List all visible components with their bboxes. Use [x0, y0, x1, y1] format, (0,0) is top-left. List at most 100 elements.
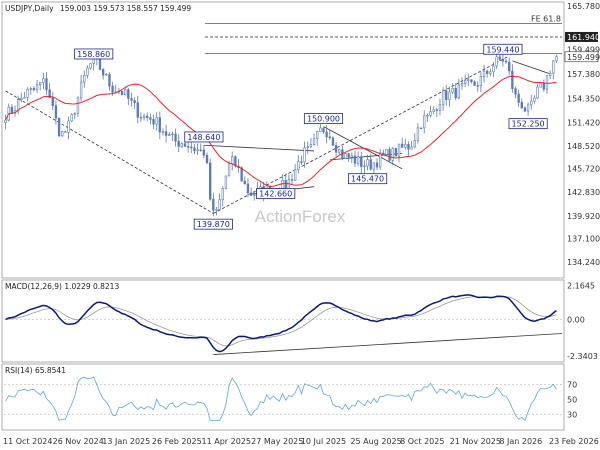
- rsi-panel-frame: [1, 363, 565, 431]
- date-tick: 27 May 2025: [251, 437, 303, 446]
- price-annotation: 148.640: [184, 131, 224, 143]
- candle: [32, 86, 36, 92]
- candle: [363, 160, 366, 174]
- candle: [29, 86, 32, 95]
- rsi-tick: 70: [567, 381, 577, 390]
- candle: [369, 153, 372, 171]
- candle: [297, 154, 300, 174]
- candle: [435, 107, 438, 118]
- candle: [429, 105, 432, 118]
- candle: [492, 62, 495, 78]
- candle: [523, 106, 527, 112]
- annotation-label: 142.660: [259, 190, 292, 199]
- candle: [360, 152, 363, 174]
- price-annotations: 158.860 139.870 148.640 142.660 150.900 145.4…: [74, 43, 548, 230]
- candle: [410, 141, 413, 150]
- candle: [149, 113, 152, 125]
- candle: [347, 152, 350, 162]
- candle: [328, 129, 331, 140]
- candle: [517, 89, 520, 108]
- candle: [152, 114, 155, 129]
- candle: [101, 67, 105, 80]
- candle: [212, 192, 215, 217]
- candle: [404, 138, 407, 150]
- candle: [202, 144, 206, 159]
- price-annotation: 139.870: [193, 218, 233, 230]
- candle: [473, 80, 476, 86]
- candle: [133, 97, 136, 110]
- rsi-tick: 50: [567, 396, 577, 405]
- candle: [26, 87, 29, 102]
- date-tick: 26 Nov 2024: [53, 437, 104, 446]
- candle: [227, 160, 231, 177]
- date-tick: 10 Jul 2025: [301, 437, 346, 446]
- candle: [526, 102, 530, 116]
- candle: [161, 128, 165, 136]
- candle: [391, 146, 394, 166]
- candle: [552, 60, 555, 80]
- price-axis-ticks: 165.780 159.499 157.380 154.350 151.420 148.5…: [564, 2, 600, 267]
- candle: [322, 127, 325, 134]
- price-tick: 157.380: [567, 70, 600, 79]
- candle: [445, 84, 448, 106]
- candle: [448, 86, 451, 107]
- date-tick: 26 Feb 2025: [152, 437, 202, 446]
- last-price-tag: [564, 51, 599, 63]
- date-tick: 8 Jan 2026: [499, 437, 542, 446]
- price-annotation: 159.440: [483, 43, 523, 55]
- candle: [180, 142, 184, 149]
- candle: [350, 152, 353, 164]
- date-tick: 23 Feb 2026: [549, 437, 599, 446]
- candle: [190, 142, 193, 154]
- candle: [4, 114, 7, 130]
- candle: [177, 134, 180, 153]
- price-annotation: 150.900: [303, 113, 344, 125]
- candle: [303, 141, 306, 168]
- candle: [61, 130, 64, 137]
- annotation-label: 145.470: [351, 175, 384, 184]
- candle: [158, 111, 161, 140]
- candle: [325, 125, 328, 144]
- candle: [67, 116, 70, 140]
- macd-line: [5, 294, 557, 353]
- candle: [199, 143, 202, 152]
- candle: [155, 112, 158, 131]
- candle: [416, 123, 420, 144]
- date-tick: 8 Oct 2025: [400, 437, 444, 446]
- candle: [508, 57, 511, 76]
- candle: [293, 163, 297, 182]
- date-tick: 25 Aug 2025: [350, 437, 401, 446]
- candle: [86, 65, 89, 79]
- candle: [105, 73, 108, 76]
- rsi-tick: 30: [567, 411, 577, 420]
- macd-tick: 2.1645: [567, 282, 595, 291]
- candle: [316, 130, 319, 146]
- candle: [89, 63, 92, 70]
- candle: [300, 155, 303, 166]
- candle: [57, 117, 61, 137]
- candle: [48, 82, 51, 98]
- watermark: ActionForex: [255, 207, 346, 226]
- candle: [520, 98, 523, 110]
- candle: [451, 83, 454, 95]
- price-annotation: 145.470: [348, 173, 388, 185]
- price-tick: 151.420: [567, 118, 600, 127]
- candle: [401, 137, 404, 148]
- candle: [120, 90, 124, 96]
- macd-trendline: [213, 333, 563, 355]
- candle: [174, 128, 177, 147]
- candle: [495, 53, 498, 69]
- candle: [73, 112, 76, 120]
- symbol-header: USDJPY,Daily 159.003 159.573 158.557 159…: [5, 4, 191, 13]
- candle: [79, 74, 83, 102]
- candle: [331, 136, 335, 146]
- price-tick: 159.499: [567, 45, 600, 54]
- macd-tick: -2.3403: [567, 352, 598, 361]
- candle: [394, 147, 398, 157]
- trendline: [512, 60, 551, 75]
- candle: [545, 75, 549, 94]
- candle: [419, 127, 423, 130]
- candle: [246, 178, 250, 198]
